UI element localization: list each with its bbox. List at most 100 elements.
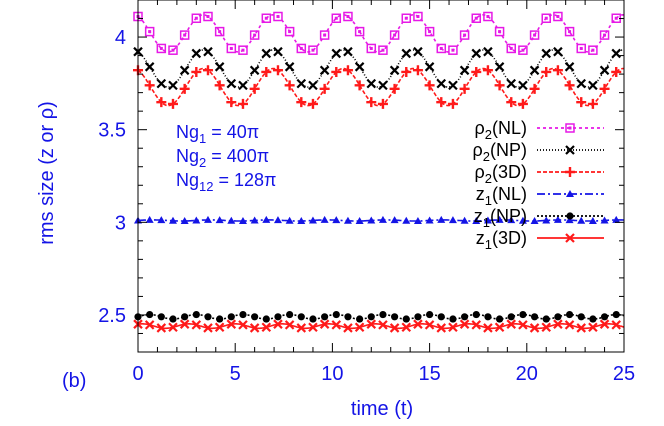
series-point <box>272 65 283 76</box>
y-tick-label: 3 <box>115 212 126 234</box>
series-point <box>530 216 539 224</box>
series-point <box>460 216 469 224</box>
series-point <box>436 43 447 54</box>
series-point <box>214 322 225 333</box>
y-tick-label: 4 <box>115 27 126 49</box>
series-point <box>214 80 225 91</box>
annotation-line: Ng1 = 40π <box>176 122 259 146</box>
series-point <box>529 30 540 40</box>
series-point <box>332 310 340 319</box>
series-point <box>156 97 167 108</box>
series-point <box>284 62 295 72</box>
series-point <box>541 48 552 59</box>
series-point <box>307 98 318 109</box>
series-point <box>518 80 528 91</box>
series-point <box>226 97 237 108</box>
legend-label: ρ2(3D) <box>475 162 527 186</box>
series-point <box>157 313 165 321</box>
series-point <box>425 216 434 224</box>
series-point <box>413 216 422 224</box>
series-point <box>319 65 330 76</box>
series-1 <box>133 46 625 91</box>
series-point <box>459 83 470 94</box>
series-point <box>518 45 528 55</box>
series-point <box>192 216 201 224</box>
series-point <box>565 216 574 224</box>
series-point <box>214 26 225 37</box>
series-point <box>366 97 377 108</box>
series-line <box>137 13 625 53</box>
series-point <box>144 62 155 72</box>
series-point <box>145 215 154 223</box>
series-point <box>319 319 330 329</box>
series-point <box>144 26 155 37</box>
series-point <box>494 26 505 37</box>
series-point <box>226 78 237 89</box>
series-point <box>332 216 341 224</box>
series-point <box>238 45 248 55</box>
legend-marker <box>565 167 575 177</box>
y-tick-label: 2.5 <box>98 305 126 327</box>
series-point <box>342 65 353 76</box>
series-point <box>472 216 481 224</box>
series-point <box>144 320 155 330</box>
series-point <box>599 65 610 76</box>
series-point <box>249 65 260 76</box>
series-point <box>356 315 364 323</box>
series-point <box>354 26 365 37</box>
series-3 <box>134 215 624 224</box>
series-point <box>391 313 399 321</box>
series-point <box>273 216 282 224</box>
series-point <box>226 43 237 54</box>
series-point <box>483 216 492 224</box>
series-point <box>401 48 412 59</box>
series-point <box>389 323 400 333</box>
series-point <box>576 78 587 89</box>
series-point <box>297 216 306 224</box>
panel-label: (b) <box>62 370 86 392</box>
series-point <box>343 323 353 333</box>
series-point <box>237 98 248 109</box>
series-point <box>216 315 224 323</box>
series-point <box>261 13 272 23</box>
series-point <box>506 97 517 108</box>
series-point <box>215 216 224 224</box>
series-point <box>447 98 458 109</box>
series-point <box>390 216 399 224</box>
series-point <box>156 323 167 333</box>
series-point <box>378 45 388 55</box>
series-point <box>344 313 352 321</box>
series-point <box>588 322 598 333</box>
legend-marker <box>565 233 575 243</box>
series-point <box>181 313 189 321</box>
series-point <box>448 45 458 55</box>
series-point <box>156 78 167 89</box>
series-point <box>308 80 318 91</box>
series-point <box>553 215 562 223</box>
series-point <box>507 216 516 224</box>
series-point <box>413 46 423 57</box>
series-point <box>378 215 387 223</box>
series-point <box>471 320 482 330</box>
series-point <box>471 48 482 59</box>
series-point <box>331 48 342 59</box>
x-axis-label: time (t) <box>351 398 413 420</box>
series-point <box>448 216 457 224</box>
series-point <box>309 315 317 323</box>
series-point <box>389 30 400 40</box>
y-axis-label: rms size (z or ρ) <box>36 101 58 245</box>
series-point <box>564 62 575 72</box>
series-point <box>179 319 190 329</box>
series-point <box>250 216 259 224</box>
axes: 0 5 10 15 20 25 2.5 3 3.5 4 <box>98 0 635 385</box>
series-point <box>273 11 283 22</box>
series-point <box>377 98 388 109</box>
x-tick-label: 20 <box>516 363 538 385</box>
series-point <box>179 83 190 94</box>
series-point <box>191 66 202 77</box>
series-point <box>599 30 610 40</box>
series-point <box>576 323 587 333</box>
legend-label: z1(NL) <box>476 184 527 208</box>
legend-label: ρ2(NP) <box>473 140 527 164</box>
